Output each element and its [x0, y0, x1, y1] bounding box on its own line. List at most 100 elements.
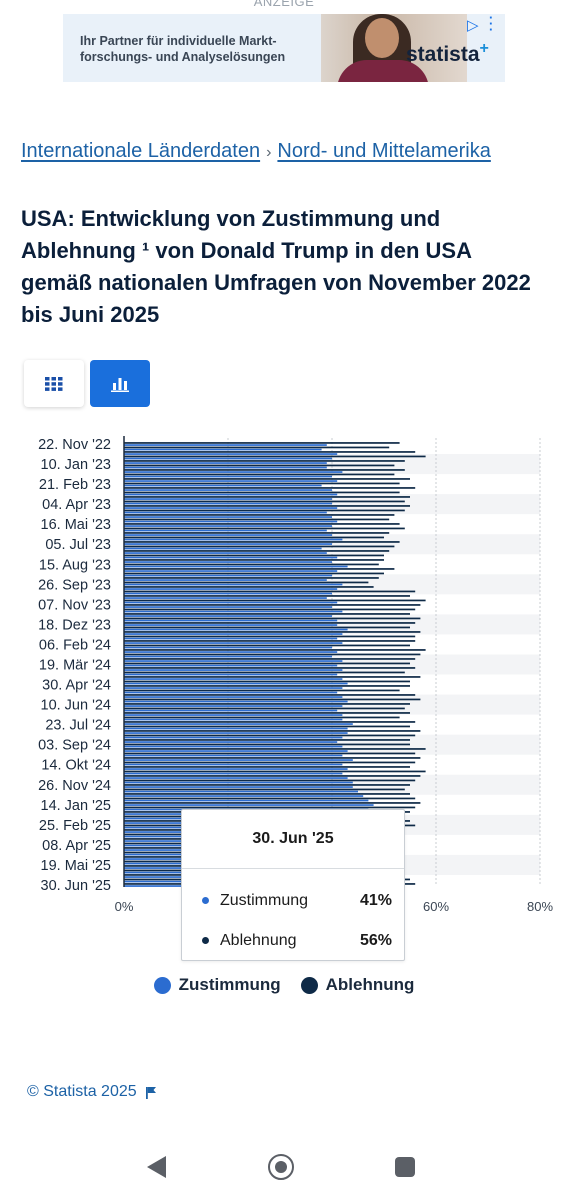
flag-icon[interactable] — [145, 1086, 157, 1099]
ablehnung-bar — [124, 487, 416, 489]
zustimmung-bar — [124, 480, 338, 482]
ad-menu-icon[interactable]: · · · — [489, 14, 494, 37]
zustimmung-bar — [124, 646, 332, 649]
ablehnung-bar — [124, 527, 405, 530]
zustimmung-bar — [124, 705, 343, 707]
zustimmung-bar — [124, 588, 338, 590]
home-circle-icon[interactable] — [268, 1154, 294, 1180]
zustimmung-bar — [124, 525, 332, 527]
legend-item-ablehnung[interactable]: Ablehnung — [300, 975, 414, 995]
ablehnung-bar — [124, 595, 410, 597]
ablehnung-bar — [124, 545, 395, 548]
y-tick-label: 15. Aug '23 — [39, 557, 111, 573]
zustimmung-bar — [124, 754, 343, 757]
ad-banner[interactable]: Ihr Partner für individuelle Markt- fors… — [63, 14, 505, 82]
recents-square-icon[interactable] — [395, 1157, 415, 1177]
ablehnung-bar — [124, 442, 400, 444]
y-tick-label: 07. Nov '23 — [38, 597, 111, 613]
breadcrumb-link-laenderdaten[interactable]: Internationale Länderdaten — [21, 140, 261, 162]
ablehnung-bar — [124, 775, 421, 777]
zustimmung-bar — [124, 628, 348, 631]
ablehnung-bar — [124, 667, 416, 669]
zustimmung-bar — [124, 597, 327, 599]
zustimmung-bar — [124, 763, 343, 766]
chart-tooltip: 30. Jun '25 Zustimmung 41% Ablehnung 56% — [181, 809, 405, 961]
ablehnung-dot-icon — [202, 937, 209, 944]
ablehnung-bar — [124, 523, 400, 525]
y-tick-label: 25. Feb '25 — [39, 818, 111, 834]
zustimmung-bar — [124, 543, 332, 545]
zustimmung-bar — [124, 583, 343, 586]
y-tick-label: 04. Apr '23 — [42, 497, 111, 513]
page-title: USA: Entwicklung von Zustimmung und Able… — [21, 206, 531, 327]
ablehnung-bar — [124, 725, 410, 728]
ablehnung-bar — [124, 698, 421, 701]
zustimmung-bar — [124, 498, 332, 500]
ablehnung-bar — [124, 622, 416, 624]
ablehnung-bar — [124, 532, 390, 534]
ablehnung-bar — [124, 559, 384, 561]
zustimmung-bar — [124, 489, 332, 491]
ablehnung-bar — [124, 644, 410, 647]
ablehnung-bar — [124, 631, 421, 633]
ablehnung-bar — [124, 721, 416, 723]
ablehnung-bar — [124, 770, 426, 773]
y-tick-label: 05. Jul '23 — [45, 537, 111, 553]
ablehnung-bar — [124, 568, 395, 570]
ablehnung-bar — [124, 590, 416, 593]
zustimmung-bar — [124, 637, 338, 640]
ablehnung-bar — [124, 716, 400, 719]
breadcrumb-link-nordamerika[interactable]: Nord- und Mittelamerika — [277, 140, 491, 162]
ablehnung-bar — [124, 563, 379, 566]
ablehnung-bar — [124, 694, 416, 696]
y-tick-label: 22. Nov '22 — [38, 437, 111, 453]
ablehnung-bar — [124, 604, 421, 606]
zustimmung-bar — [124, 732, 348, 734]
zustimmung-legend-icon — [153, 976, 171, 994]
legend-item-zustimmung[interactable]: Zustimmung — [153, 975, 281, 995]
zustimmung-bar — [124, 795, 364, 797]
ablehnung-bar — [124, 581, 369, 584]
y-tick-label: 21. Feb '23 — [39, 477, 111, 493]
ablehnung-bar — [124, 658, 416, 660]
zustimmung-bar — [124, 448, 322, 451]
zustimmung-bar — [124, 444, 327, 446]
tooltip-label-zustimmung: Zustimmung — [220, 892, 309, 909]
zustimmung-bar — [124, 786, 353, 788]
ablehnung-bar — [124, 514, 395, 516]
ablehnung-bar — [124, 473, 395, 476]
legend-label-zustimmung: Zustimmung — [178, 975, 281, 994]
zustimmung-bar — [124, 804, 374, 806]
ad-text: Ihr Partner für individuelle Markt- fors… — [80, 33, 285, 65]
zustimmung-bar — [124, 718, 343, 721]
table-view-button[interactable] — [24, 360, 84, 407]
copyright-link[interactable]: © Statista 2025 — [27, 1083, 157, 1101]
zustimmung-bar — [124, 516, 332, 518]
ablehnung-bar — [124, 689, 400, 692]
x-tick-label: 60% — [423, 899, 449, 914]
ablehnung-bar — [124, 464, 395, 467]
ablehnung-bar — [124, 730, 421, 732]
chart-view-button[interactable] — [90, 360, 150, 407]
zustimmung-bar — [124, 457, 332, 460]
ablehnung-bar — [124, 671, 405, 674]
ablehnung-bar — [124, 613, 410, 615]
zustimmung-bar — [124, 615, 332, 617]
bar-chart-icon — [111, 377, 129, 392]
ad-brand-logo: statista+ — [406, 40, 489, 66]
zustimmung-bar — [124, 727, 348, 730]
zustimmung-bar — [124, 561, 332, 563]
ad-choices-icon[interactable]: ▷ — [467, 17, 479, 34]
ablehnung-bar — [124, 455, 426, 458]
y-tick-label: 26. Sep '23 — [38, 577, 111, 593]
tooltip-date: 30. Jun '25 — [182, 810, 404, 869]
tooltip-row-ablehnung: Ablehnung 56% — [182, 921, 404, 961]
ablehnung-bar — [124, 500, 405, 503]
ablehnung-bar — [124, 806, 416, 809]
ablehnung-bar — [124, 505, 410, 507]
zustimmung-bar — [124, 691, 338, 694]
zustimmung-bar — [124, 466, 327, 469]
back-triangle-icon[interactable] — [147, 1156, 166, 1178]
ablehnung-bar — [124, 599, 426, 602]
